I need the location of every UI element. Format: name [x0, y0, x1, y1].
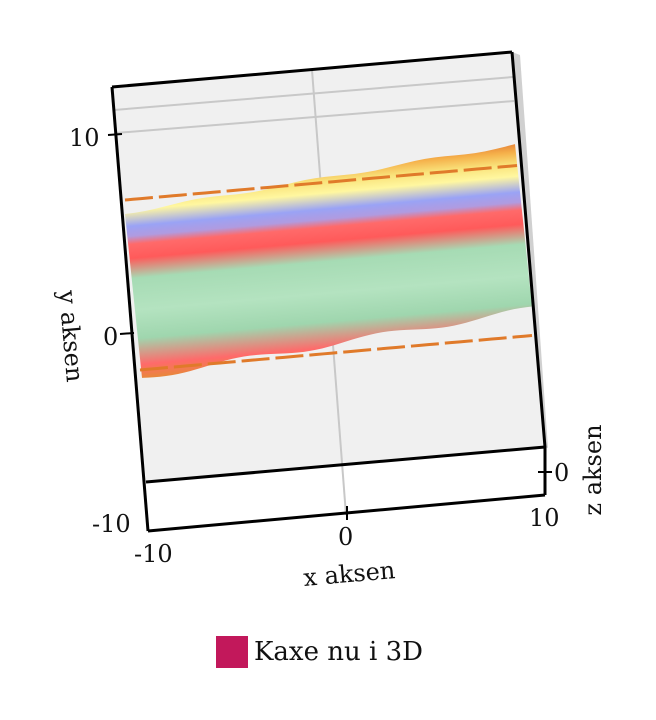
surface [124, 144, 533, 378]
surface-top-edge [124, 164, 518, 202]
x-tick-label-10: 10 [529, 504, 560, 532]
tick-marks [107, 133, 552, 520]
y-tick [119, 332, 135, 335]
x-axis-title: x aksen [302, 556, 396, 592]
z-axis-title: z aksen [579, 424, 607, 515]
surface-bottom-edge [139, 334, 533, 372]
z-tick-label-0: 0 [554, 459, 569, 487]
legend: Kaxe nu i 3D [216, 636, 423, 668]
surface-band [125, 144, 532, 378]
y-tick-label-0: 0 [103, 323, 118, 351]
y-axis-title: y aksen [53, 288, 89, 383]
frame-top-edge [111, 50, 513, 89]
x-tick-label-0: 0 [338, 523, 353, 551]
y-tick-label-10: 10 [69, 124, 100, 152]
frame-left-edge [110, 86, 150, 532]
y-tick [107, 133, 123, 136]
frame-inner-bottom-edge [145, 445, 546, 484]
legend-label: Kaxe nu i 3D [254, 637, 423, 667]
x-tick-label-minus10: -10 [134, 540, 173, 568]
y-tick-label-minus10: -10 [92, 510, 131, 538]
legend-swatch [216, 636, 248, 668]
